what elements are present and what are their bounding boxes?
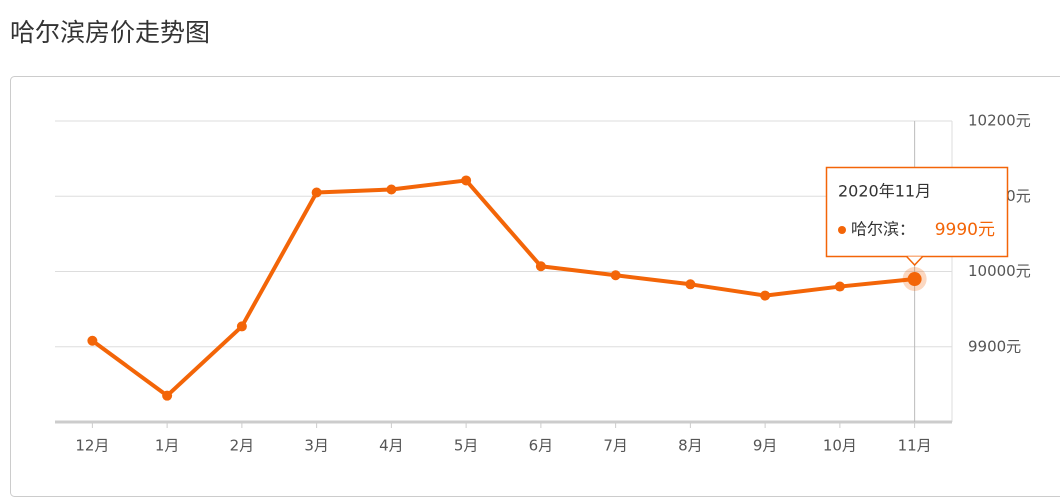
- point: [535, 261, 546, 272]
- line: [91, 178, 915, 398]
- x-tick-label: 9月: [753, 437, 778, 455]
- x-tick-label: 10月: [823, 437, 857, 455]
- x-tick-label: 8月: [678, 437, 703, 455]
- y-tick-label: 10200元: [968, 112, 1031, 130]
- x-tick-label: 3月: [304, 437, 329, 455]
- chart-panel: [10, 76, 1060, 497]
- point: [87, 335, 98, 346]
- x-tick-label: 1月: [155, 437, 180, 455]
- point: [907, 272, 922, 287]
- x-tick-label: 12月: [75, 437, 109, 455]
- tooltip-value: 9990元: [935, 220, 995, 240]
- tooltip-box: [825, 166, 1009, 258]
- point: [760, 290, 771, 301]
- x-tick-label: 6月: [529, 437, 554, 455]
- page-title: 哈尔滨房价走势图: [10, 18, 210, 47]
- tooltip-dot: [838, 226, 846, 234]
- point: [236, 321, 247, 332]
- y-tick-label: 9900元: [968, 337, 1021, 355]
- point: [162, 390, 173, 401]
- point: [311, 187, 322, 198]
- point: [685, 279, 696, 290]
- x-tick-label: 5月: [454, 437, 479, 455]
- tooltip-title: 2020年11月: [838, 182, 931, 201]
- x-tick-label: 11月: [898, 437, 932, 455]
- tooltip-arrow: [906, 255, 924, 267]
- point: [834, 281, 845, 292]
- y-tick-label: 10000元: [968, 262, 1031, 280]
- point: [386, 184, 397, 195]
- point: [610, 270, 621, 281]
- x-tick-label: 7月: [603, 437, 628, 455]
- point: [461, 175, 472, 186]
- x-tick-label: 4月: [379, 437, 404, 455]
- tooltip-label: 哈尔滨：: [851, 220, 915, 239]
- x-tick-label: 2月: [230, 437, 255, 455]
